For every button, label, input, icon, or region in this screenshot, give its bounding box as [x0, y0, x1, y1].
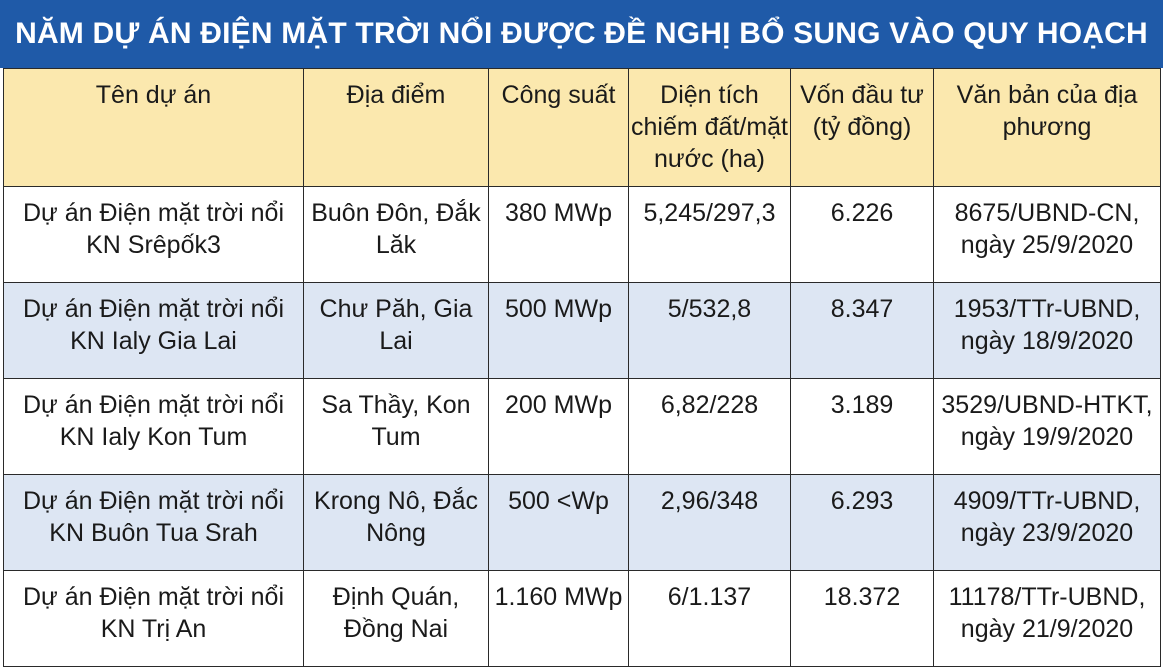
cell-capacity: 1.160 MWp: [488, 570, 629, 667]
cell-capacity: 500 MWp: [488, 282, 629, 379]
header-capacity: Công suất: [488, 68, 629, 187]
table-row: Dự án Điện mặt trời nổi KN Ialy Gia Lai …: [3, 282, 1161, 379]
cell-capacity: 200 MWp: [488, 378, 629, 475]
header-document: Văn bản của địa phương: [933, 68, 1161, 187]
header-area: Diện tích chiếm đất/mặt nước (ha): [628, 68, 791, 187]
cell-area: 6,82/228: [628, 378, 791, 475]
cell-investment: 8.347: [790, 282, 934, 379]
projects-table: Tên dự án Địa điểm Công suất Diện tích c…: [3, 68, 1161, 667]
cell-document: 8675/UBND-CN, ngày 25/9/2020: [933, 186, 1161, 283]
cell-document: 11178/TTr-UBND, ngày 21/9/2020: [933, 570, 1161, 667]
cell-location: Định Quán, Đồng Nai: [303, 570, 489, 667]
table-title: NĂM DỰ ÁN ĐIỆN MẶT TRỜI NỔI ĐƯỢC ĐỀ NGHỊ…: [0, 0, 1163, 68]
cell-area: 2,96/348: [628, 474, 791, 571]
cell-area: 5,245/297,3: [628, 186, 791, 283]
cell-location: Buôn Đôn, Đắk Lăk: [303, 186, 489, 283]
cell-capacity: 500 <Wp: [488, 474, 629, 571]
cell-project-name: Dự án Điện mặt trời nổi KN Srêpốk3: [3, 186, 304, 283]
cell-capacity: 380 MWp: [488, 186, 629, 283]
table-row: Dự án Điện mặt trời nổi KN Srêpốk3 Buôn …: [3, 186, 1161, 283]
table-row: Dự án Điện mặt trời nổi KN Ialy Kon Tum …: [3, 378, 1161, 475]
cell-location: Krong Nô, Đắc Nông: [303, 474, 489, 571]
cell-project-name: Dự án Điện mặt trời nổi KN Trị An: [3, 570, 304, 667]
header-row: Tên dự án Địa điểm Công suất Diện tích c…: [3, 68, 1161, 187]
cell-investment: 6.293: [790, 474, 934, 571]
cell-location: Chư Păh, Gia Lai: [303, 282, 489, 379]
header-investment: Vốn đầu tư (tỷ đồng): [790, 68, 934, 187]
cell-project-name: Dự án Điện mặt trời nổi KN Ialy Gia Lai: [3, 282, 304, 379]
cell-investment: 18.372: [790, 570, 934, 667]
cell-project-name: Dự án Điện mặt trời nổi KN Buôn Tua Srah: [3, 474, 304, 571]
header-project-name: Tên dự án: [3, 68, 304, 187]
cell-area: 6/1.137: [628, 570, 791, 667]
cell-investment: 3.189: [790, 378, 934, 475]
cell-document: 3529/UBND-HTKT, ngày 19/9/2020: [933, 378, 1161, 475]
cell-document: 4909/TTr-UBND, ngày 23/9/2020: [933, 474, 1161, 571]
table-row: Dự án Điện mặt trời nổi KN Buôn Tua Srah…: [3, 474, 1161, 571]
cell-location: Sa Thầy, Kon Tum: [303, 378, 489, 475]
cell-document: 1953/TTr-UBND, ngày 18/9/2020: [933, 282, 1161, 379]
header-location: Địa điểm: [303, 68, 489, 187]
cell-project-name: Dự án Điện mặt trời nổi KN Ialy Kon Tum: [3, 378, 304, 475]
table-row: Dự án Điện mặt trời nổi KN Trị An Định Q…: [3, 570, 1161, 667]
cell-investment: 6.226: [790, 186, 934, 283]
cell-area: 5/532,8: [628, 282, 791, 379]
